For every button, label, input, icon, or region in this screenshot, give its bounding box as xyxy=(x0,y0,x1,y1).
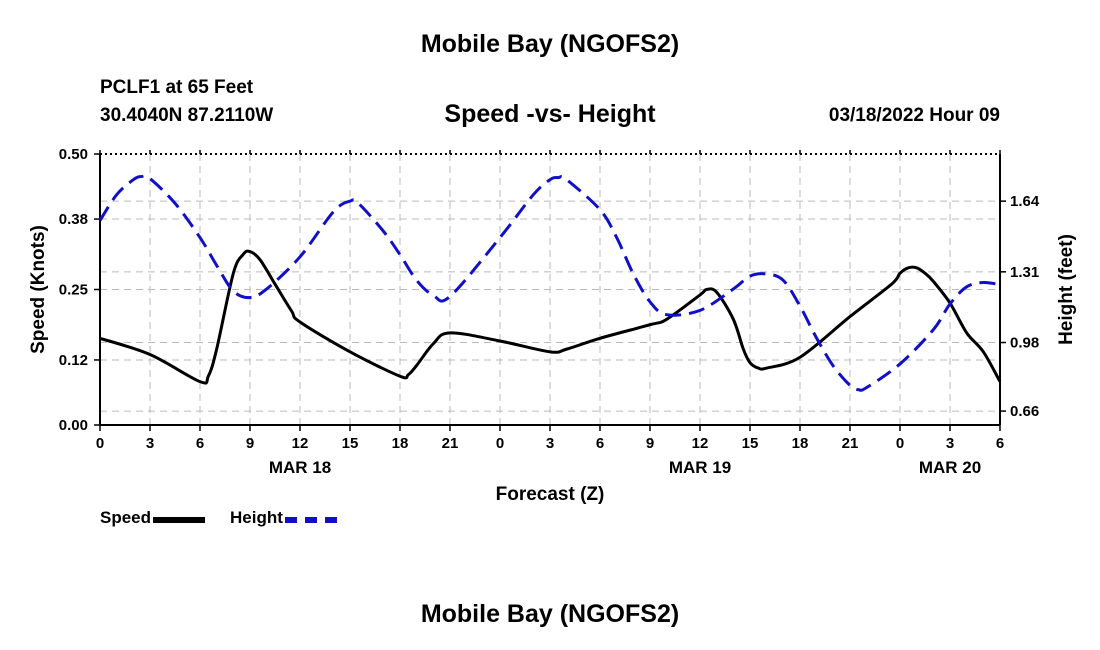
y-right-tick-label: 1.64 xyxy=(1010,193,1040,210)
bottom-title: Mobile Bay (NGOFS2) xyxy=(420,600,680,628)
station-label: PCLF1 at 65 Feet xyxy=(100,77,254,98)
y-right-axis-title: Height (feet) xyxy=(1056,234,1077,345)
x-tick-label: 15 xyxy=(742,435,759,452)
legend-height-swatch xyxy=(284,516,337,523)
legend-speed-label: Speed xyxy=(100,508,152,527)
legend-height: Height xyxy=(230,508,337,528)
y-left-tick-label: 0.50 xyxy=(59,146,88,163)
x-tick-label: 21 xyxy=(442,435,459,452)
legend-height-label: Height xyxy=(230,508,283,527)
y-left-tick-label: 0.25 xyxy=(59,282,88,299)
series-speed-line xyxy=(99,249,1002,385)
y-right-tick-label: 1.31 xyxy=(1010,264,1039,281)
x-tick-label: 3 xyxy=(546,435,554,452)
x-tick-label: 0 xyxy=(496,435,504,452)
date-label: MAR 20 xyxy=(919,458,981,477)
date-label: MAR 18 xyxy=(269,458,331,477)
x-tick-label: 9 xyxy=(646,435,654,452)
y-left-tick-label: 0.12 xyxy=(59,352,88,369)
x-tick-label: 15 xyxy=(342,435,359,452)
x-tick-label: 6 xyxy=(596,435,604,452)
x-tick-label: 18 xyxy=(792,435,809,452)
x-tick-label: 0 xyxy=(896,435,904,452)
x-tick-label: 21 xyxy=(842,435,859,452)
x-tick-label: 3 xyxy=(146,435,154,452)
x-tick-label: 6 xyxy=(196,435,204,452)
x-tick-label: 9 xyxy=(246,435,254,452)
top-title: Mobile Bay (NGOFS2) xyxy=(420,30,680,58)
x-tick-label: 6 xyxy=(996,435,1004,452)
y-right-tick-label: 0.98 xyxy=(1010,335,1039,352)
x-tick-label: 3 xyxy=(946,435,954,452)
x-axis-title: Forecast (Z) xyxy=(496,484,605,505)
y-left-tick-label: 0.38 xyxy=(59,211,88,228)
y-left-axis-title: Speed (Knots) xyxy=(28,225,49,354)
y-left-tick-label: 0.00 xyxy=(59,417,88,434)
series-height-line xyxy=(98,174,1001,392)
x-tick-label: 18 xyxy=(392,435,409,452)
x-tick-label: 12 xyxy=(292,435,309,452)
forecast-date-label: 03/18/2022 Hour 09 xyxy=(828,105,1000,126)
date-label: MAR 19 xyxy=(669,458,731,477)
coordinates-label: 30.4040N 87.2110W xyxy=(100,105,274,126)
x-tick-label: 12 xyxy=(692,435,709,452)
x-tick-label: 0 xyxy=(96,435,104,452)
y-right-tick-label: 0.66 xyxy=(1010,403,1039,420)
legend-speed-swatch xyxy=(153,516,206,523)
chart-title: Speed -vs- Height xyxy=(444,100,656,128)
legend-speed: Speed xyxy=(100,508,206,528)
